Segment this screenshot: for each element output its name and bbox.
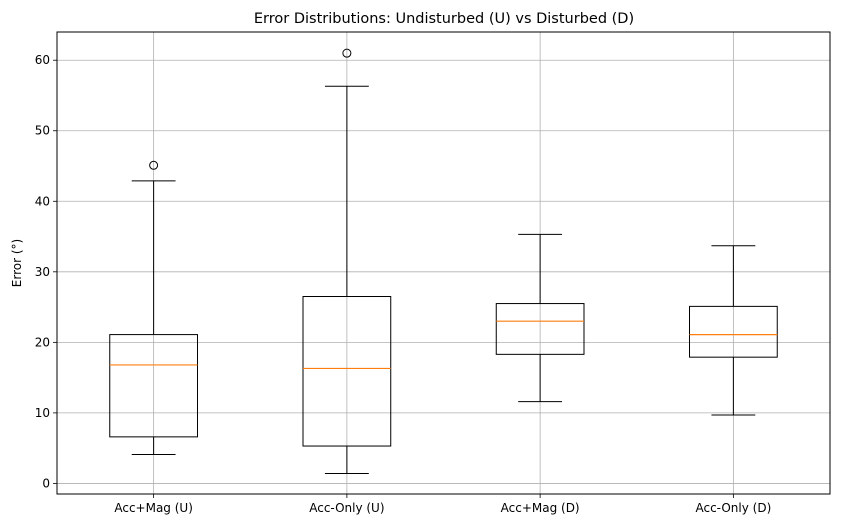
boxes — [109, 48, 778, 475]
iqr-box — [109, 334, 198, 438]
x-axis-ticks: Acc+Mag (U) Acc-Only (U) Acc+Mag (D) Acc-On… — [114, 494, 771, 515]
y-tick-label: 10 — [35, 406, 50, 420]
y-axis-label: Error (°) — [10, 239, 24, 287]
y-tick-label: 60 — [35, 53, 50, 67]
outlier-point — [149, 160, 159, 170]
iqr-box — [689, 305, 778, 358]
y-axis-ticks: 0 10 20 30 40 50 60 — [35, 53, 57, 490]
box-3 — [495, 233, 585, 403]
x-tick-label: Acc-Only (U) — [309, 501, 384, 515]
outlier-point — [342, 48, 352, 58]
y-tick-label: 20 — [35, 335, 50, 349]
plot-frame — [56, 31, 831, 495]
box-2 — [302, 48, 392, 475]
y-tick-label: 40 — [35, 194, 50, 208]
iqr-box — [302, 296, 392, 447]
chart-title: Error Distributions: Undisturbed (U) vs … — [254, 11, 634, 27]
x-tick-label: Acc+Mag (D) — [501, 501, 580, 515]
y-tick-label: 50 — [35, 124, 50, 138]
x-tick-label: Acc+Mag (U) — [114, 501, 193, 515]
iqr-box — [495, 303, 585, 355]
x-tick-label: Acc-Only (D) — [695, 501, 771, 515]
y-tick-label: 0 — [42, 476, 50, 490]
box-1 — [109, 160, 198, 456]
grid-lines — [57, 32, 830, 494]
box-4 — [689, 245, 778, 416]
y-tick-label: 30 — [35, 265, 50, 279]
